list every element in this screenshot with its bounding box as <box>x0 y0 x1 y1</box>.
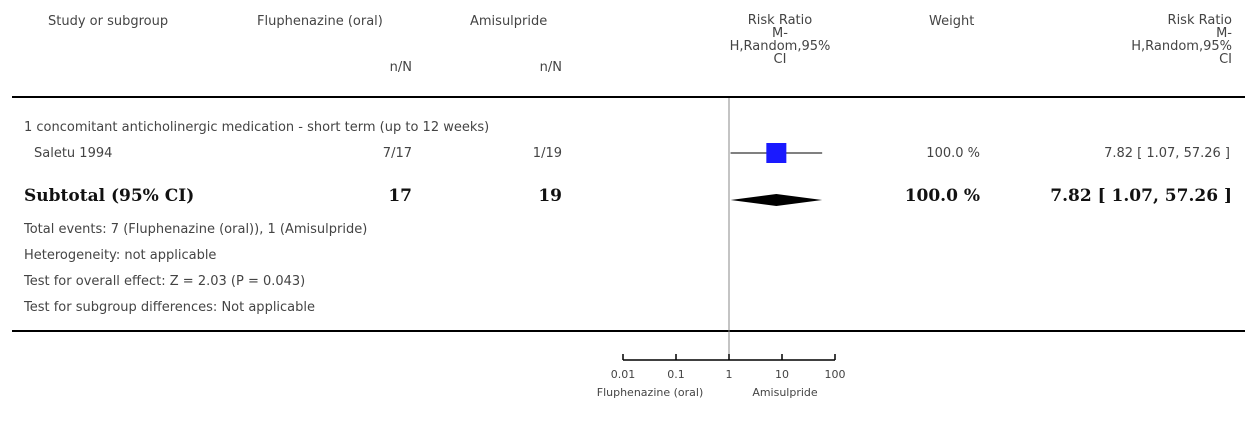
header-n2: n/N <box>539 60 562 75</box>
study-name: Saletu 1994 <box>34 146 113 161</box>
total-events-note: Total events: 7 (Fluphenazine (oral)), 1… <box>24 222 368 237</box>
footer-divider <box>12 330 1245 332</box>
subtotal-label: Subtotal (95% CI) <box>24 186 195 206</box>
study-group1-events: 7/17 <box>382 146 412 161</box>
study-group2-events: 1/19 <box>532 146 562 161</box>
header-group2: Amisulpride <box>470 14 548 29</box>
x-axis-tick-label: 10 <box>775 368 789 381</box>
header-n1: n/N <box>389 60 412 75</box>
header-risk-ratio-plot: Risk Ratio M- H,Random,95% CI <box>729 13 831 67</box>
subgroup-title: 1 concomitant anticholinergic medication… <box>24 120 490 135</box>
study-weight: 100.0 % <box>926 146 980 161</box>
header-study: Study or subgroup <box>48 14 169 29</box>
header-risk-ratio-text: Risk Ratio M- H,Random,95% CI <box>1131 13 1232 67</box>
study-ci-text: 7.82 [ 1.07, 57.26 ] <box>1104 146 1230 161</box>
header-group1: Fluphenazine (oral) <box>257 14 383 29</box>
x-axis-tick-label: 1 <box>726 368 733 381</box>
summary-diamond <box>730 194 823 206</box>
subtotal-weight: 100.0 % <box>904 186 980 206</box>
x-axis-tick-label: 0.01 <box>611 368 636 381</box>
x-axis-tick-label: 0.1 <box>667 368 685 381</box>
study-point-estimate-marker <box>766 143 787 163</box>
overall-effect-note: Test for overall effect: Z = 2.03 (P = 0… <box>24 274 306 289</box>
subtotal-group1-total: 17 <box>388 186 412 206</box>
header-divider <box>12 96 1245 98</box>
favours-left-label: Fluphenazine (oral) <box>596 386 704 399</box>
heterogeneity-note: Heterogeneity: not applicable <box>24 248 217 263</box>
favours-right-label: Amisulpride <box>752 386 818 399</box>
header-weight: Weight <box>929 14 975 29</box>
subgroup-diff-note: Test for subgroup differences: Not appli… <box>24 300 316 315</box>
subtotal-group2-total: 19 <box>538 186 562 206</box>
x-axis-tick-label: 100 <box>825 368 846 381</box>
subtotal-ci-text: 7.82 [ 1.07, 57.26 ] <box>1050 186 1232 206</box>
